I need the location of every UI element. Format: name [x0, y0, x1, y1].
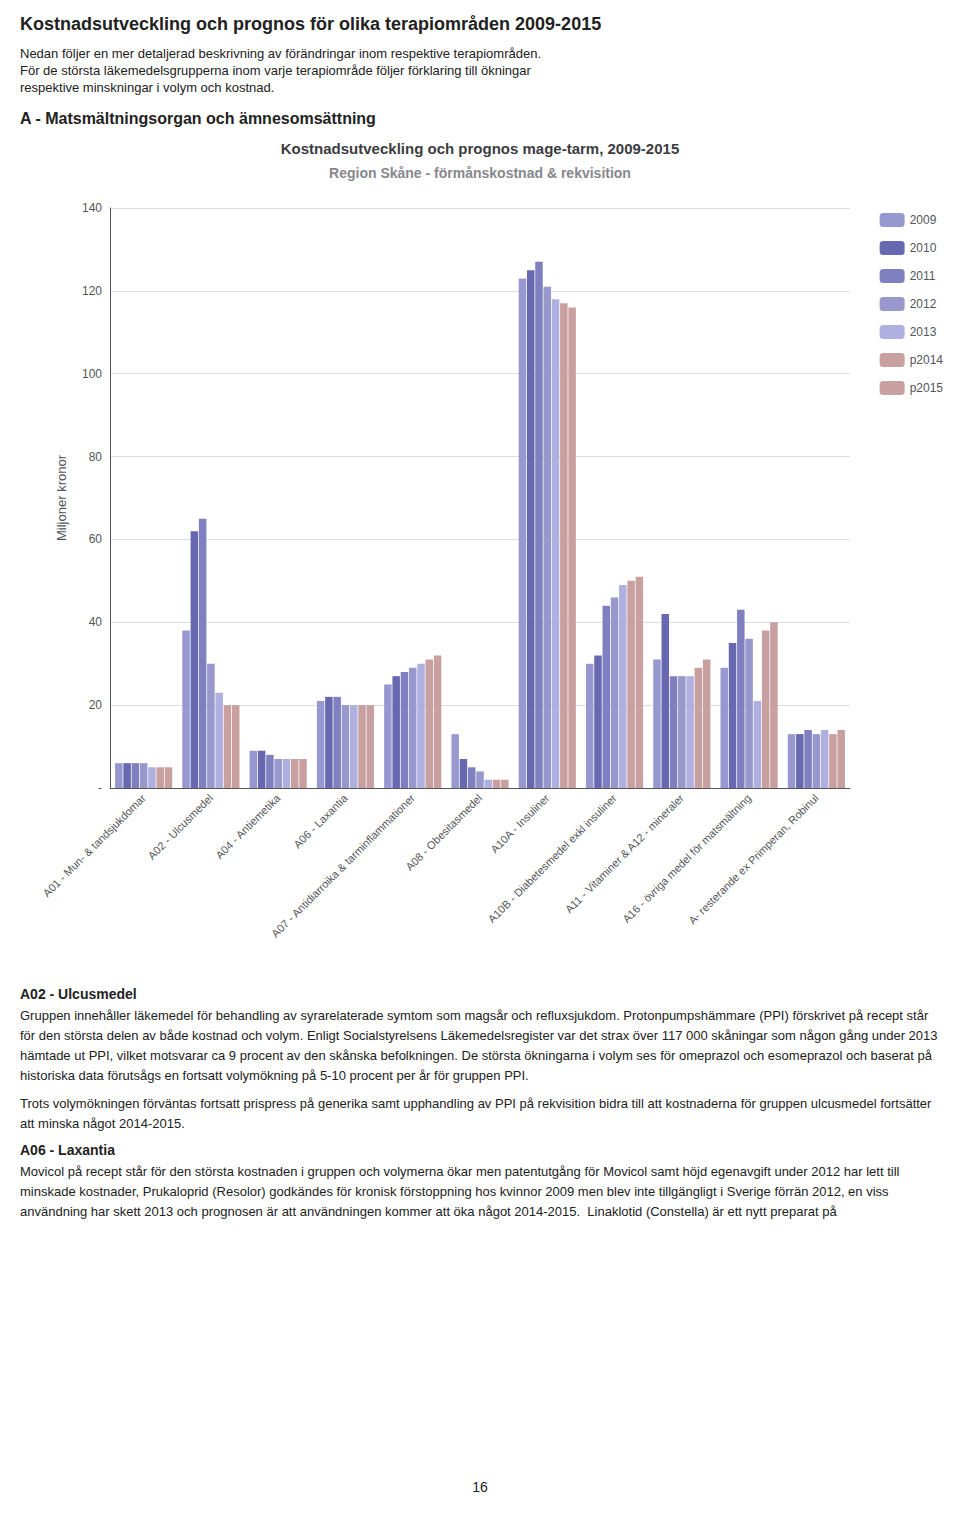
- svg-text:20: 20: [89, 698, 103, 712]
- html-text:respektive minskningar i volym: respektive minskningar i volym och kostn…: [20, 80, 275, 95]
- html-text:För de största läkemedelsgrupp: För de största läkemedelsgrupperna inom …: [20, 63, 531, 78]
- svg-text:Kostnadsutveckling och prognos: Kostnadsutveckling och prognos mage-tarm…: [281, 140, 679, 157]
- svg-text:60: 60: [89, 532, 103, 546]
- svg-text:A- resterande ex Primperan, Ro: A- resterande ex Primperan, Robinul: [686, 792, 821, 927]
- svg-text:A11 - Vitaminer & A12 - minera: A11 - Vitaminer & A12 - mineraler: [563, 792, 687, 916]
- svg-text:p2015: p2015: [910, 381, 944, 395]
- html-text:Movicol på recept står för den: Movicol på recept står för den största k…: [20, 1164, 904, 1219]
- svg-text:Miljoner kronor: Miljoner kronor: [54, 454, 69, 541]
- svg-text:100: 100: [82, 367, 102, 381]
- html-text:Kostnadsutveckling och prognos: Kostnadsutveckling och prognos för olika…: [20, 14, 602, 34]
- svg-text:A08 - Obesitasmedel: A08 - Obesitasmedel: [403, 792, 484, 873]
- svg-text:2011: 2011: [910, 269, 936, 283]
- svg-text:p2014: p2014: [910, 353, 944, 367]
- svg-text:A07 - Antidiarroika & tarminfl: A07 - Antidiarroika & tarminflammationer: [269, 792, 417, 940]
- svg-text:A02 - Ulcusmedel: A02 - Ulcusmedel: [145, 792, 215, 862]
- svg-text:2013: 2013: [910, 325, 937, 339]
- svg-text:A10B - Diabetesmedel exkl insu: A10B - Diabetesmedel exkl insuliner: [486, 792, 619, 925]
- html-text:16: 16: [472, 1479, 488, 1495]
- svg-text:2009: 2009: [910, 213, 937, 227]
- svg-text:A06 - Laxantia: A06 - Laxantia: [291, 791, 350, 850]
- svg-text:2012: 2012: [910, 297, 937, 311]
- svg-text:A04 - Antiemetika: A04 - Antiemetika: [213, 791, 283, 861]
- svg-text:2010: 2010: [910, 241, 937, 255]
- svg-text:A16 - övriga medel för matsmäl: A16 - övriga medel för matsmältning: [620, 792, 753, 925]
- svg-text:A10A - Insuliner: A10A - Insuliner: [488, 792, 552, 856]
- svg-text:120: 120: [82, 284, 102, 298]
- html-text:A - Matsmältningsorgan och ämn: A - Matsmältningsorgan och ämnesomsättni…: [20, 110, 376, 127]
- svg-text:40: 40: [89, 615, 103, 629]
- svg-text:Region Skåne - förmånskostnad: Region Skåne - förmånskostnad & rekvisit…: [329, 165, 631, 181]
- html-text:A06 - Laxantia: A06 - Laxantia: [20, 1142, 115, 1158]
- svg-text:-: -: [98, 781, 102, 795]
- svg-text:140: 140: [82, 201, 102, 215]
- html-text:Nedan följer en mer detaljerad: Nedan följer en mer detaljerad beskrivni…: [20, 46, 541, 61]
- svg-text:80: 80: [89, 450, 103, 464]
- html-text:A02 - Ulcusmedel: A02 - Ulcusmedel: [20, 986, 137, 1002]
- svg-text:A01 - Mun- & tandsjukdomar: A01 - Mun- & tandsjukdomar: [41, 792, 149, 900]
- html-text:Gruppen innehåller läkemedel f: Gruppen innehåller läkemedel för behandl…: [20, 1008, 942, 1083]
- html-text:Trots volymökningen förväntas: Trots volymökningen förväntas fortsatt p…: [20, 1096, 936, 1131]
